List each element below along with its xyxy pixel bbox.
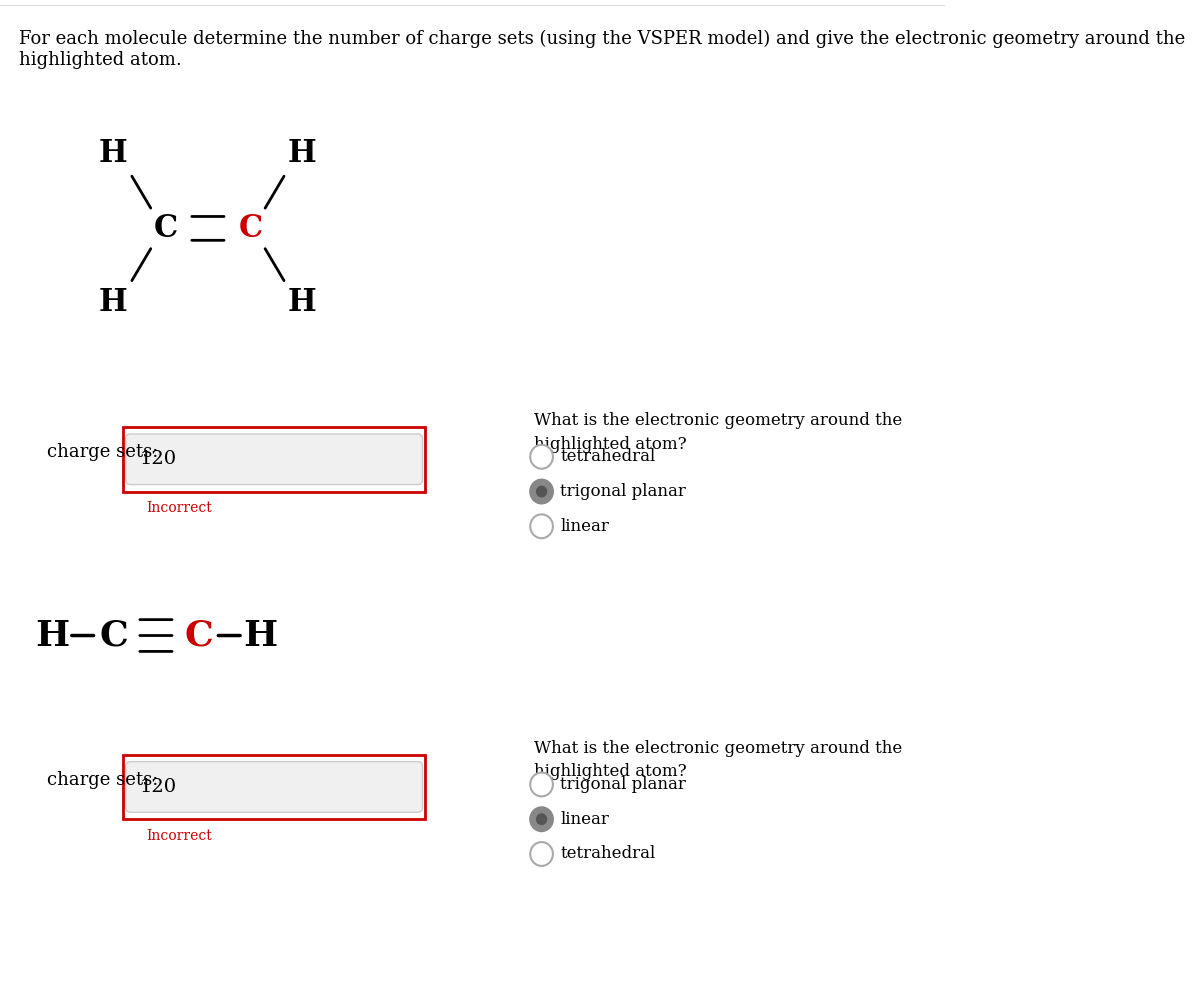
Text: H: H (288, 138, 317, 170)
Circle shape (530, 773, 553, 796)
Circle shape (530, 445, 553, 469)
Text: For each molecule determine the number of charge sets (using the VSPER model) an: For each molecule determine the number o… (19, 30, 1186, 69)
FancyBboxPatch shape (126, 762, 422, 812)
Text: linear: linear (560, 517, 610, 535)
Text: linear: linear (560, 810, 610, 828)
Text: C: C (100, 619, 127, 652)
Circle shape (530, 842, 553, 866)
Text: tetrahedral: tetrahedral (560, 845, 655, 863)
Circle shape (536, 486, 547, 497)
Circle shape (530, 807, 553, 831)
Text: C: C (184, 619, 212, 652)
FancyBboxPatch shape (122, 755, 425, 819)
Circle shape (530, 514, 553, 538)
Text: 120: 120 (140, 778, 178, 796)
Text: tetrahedral: tetrahedral (560, 448, 655, 466)
Text: What is the electronic geometry around the
highlighted atom?: What is the electronic geometry around t… (534, 412, 902, 453)
FancyBboxPatch shape (126, 434, 422, 485)
Text: H: H (242, 619, 277, 652)
Text: What is the electronic geometry around the
highlighted atom?: What is the electronic geometry around t… (534, 740, 902, 780)
Circle shape (536, 813, 547, 825)
Circle shape (530, 480, 553, 503)
Text: C: C (239, 213, 263, 244)
Text: charge sets:: charge sets: (47, 771, 158, 788)
FancyBboxPatch shape (122, 427, 425, 492)
Text: H: H (288, 287, 317, 319)
Text: H: H (100, 287, 127, 319)
Text: C: C (154, 213, 178, 244)
Text: trigonal planar: trigonal planar (560, 776, 686, 793)
Text: charge sets:: charge sets: (47, 443, 158, 461)
Text: Incorrect: Incorrect (146, 501, 212, 515)
Text: H: H (35, 619, 70, 652)
Text: H: H (100, 138, 127, 170)
Text: trigonal planar: trigonal planar (560, 483, 686, 500)
Text: 120: 120 (140, 450, 178, 469)
Text: Incorrect: Incorrect (146, 829, 212, 843)
